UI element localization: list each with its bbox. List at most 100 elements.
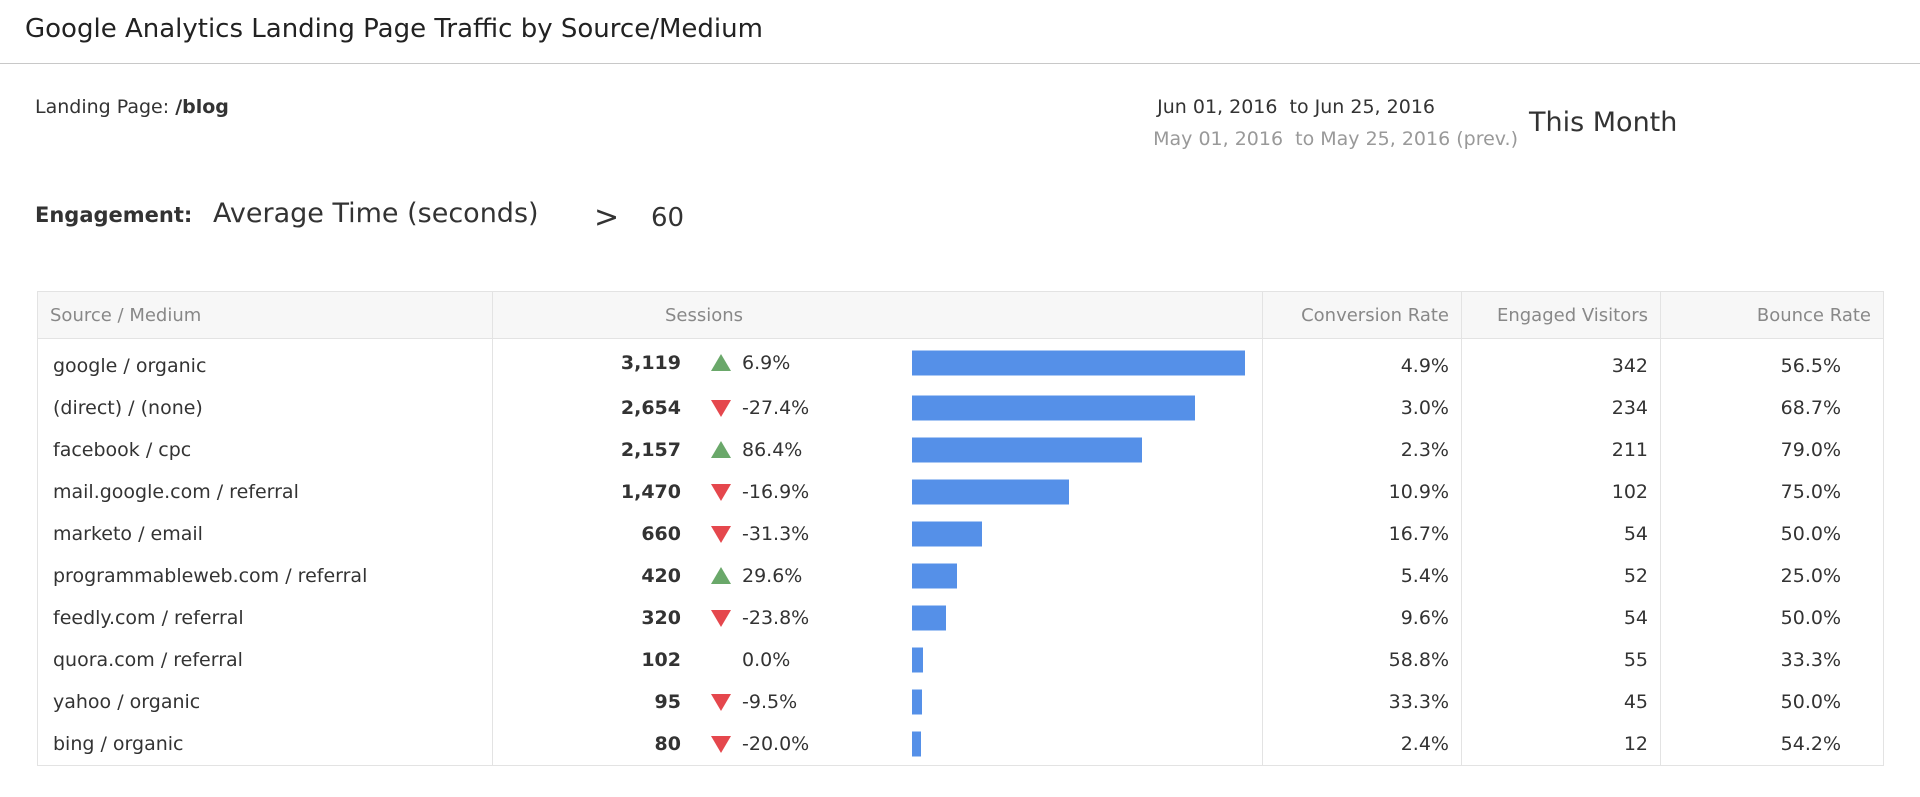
table-row: marketo / email 660 -31.3% 16.7% 54 50.0% xyxy=(37,513,1884,555)
conversion-rate-cell: 9.6% xyxy=(1262,597,1462,639)
trend-triangle xyxy=(711,567,731,584)
engaged-visitors-cell: 342 xyxy=(1461,338,1661,387)
source-cell: programmableweb.com / referral xyxy=(37,555,493,597)
source-cell: facebook / cpc xyxy=(37,429,493,471)
conversion-rate-cell: 5.4% xyxy=(1262,555,1462,597)
trend-down-icon xyxy=(711,526,731,543)
bounce-rate-cell: 50.0% xyxy=(1660,681,1884,723)
trend-triangle xyxy=(711,354,731,371)
trend-triangle xyxy=(711,610,731,627)
bounce-rate-cell: 54.2% xyxy=(1660,723,1884,766)
change-value: -23.8% xyxy=(742,607,810,629)
table-row: feedly.com / referral 320 -23.8% 9.6% 54 50.0… xyxy=(37,597,1884,639)
trend-triangle xyxy=(711,484,731,501)
table-row: programmableweb.com / referral 420 29.6% 5.… xyxy=(37,555,1884,597)
conversion-rate-cell: 33.3% xyxy=(1262,681,1462,723)
sessions-bar xyxy=(912,605,947,631)
trend-up-icon xyxy=(711,567,731,584)
bounce-rate-cell: 79.0% xyxy=(1660,429,1884,471)
source-cell: mail.google.com / referral xyxy=(37,471,493,513)
change-value: 6.9% xyxy=(742,352,791,374)
bounce-rate-cell: 75.0% xyxy=(1660,471,1884,513)
engagement-operator: > xyxy=(594,200,620,235)
table-row: yahoo / organic 95 -9.5% 33.3% 45 50.0% xyxy=(37,681,1884,723)
source-cell: (direct) / (none) xyxy=(37,387,493,429)
conversion-rate-cell: 2.3% xyxy=(1262,429,1462,471)
change-value: -31.3% xyxy=(742,523,810,545)
sessions-value: 3,119 xyxy=(620,352,681,374)
change-value: -20.0% xyxy=(742,733,810,755)
sessions-value: 95 xyxy=(654,691,681,713)
widget-title: Google Analytics Landing Page Traffic by… xyxy=(25,14,763,44)
bounce-rate-cell: 50.0% xyxy=(1660,513,1884,555)
engaged-visitors-cell: 45 xyxy=(1461,681,1661,723)
engaged-visitors-cell: 52 xyxy=(1461,555,1661,597)
source-cell: yahoo / organic xyxy=(37,681,493,723)
data-table: Source / Medium Sessions Conversion Rate En… xyxy=(37,291,1884,766)
change-value: 29.6% xyxy=(742,565,803,587)
trend-up-icon xyxy=(711,441,731,458)
column-header: Source / Medium xyxy=(37,291,493,339)
engagement-label: Engagement: xyxy=(35,203,193,227)
bounce-rate-cell: 56.5% xyxy=(1660,338,1884,387)
sessions-value: 80 xyxy=(654,733,681,755)
conversion-rate-cell: 3.0% xyxy=(1262,387,1462,429)
bounce-rate-cell: 25.0% xyxy=(1660,555,1884,597)
change-value: 0.0% xyxy=(742,649,791,671)
source-cell: google / organic xyxy=(37,338,493,387)
source-cell: feedly.com / referral xyxy=(37,597,493,639)
engaged-visitors-cell: 12 xyxy=(1461,723,1661,766)
trend-down-icon xyxy=(711,610,731,627)
trend-triangle xyxy=(711,400,731,417)
column-header: Engaged Visitors xyxy=(1461,291,1661,339)
table-row: quora.com / referral 102 0.0% 58.8% 55 33.3% xyxy=(37,639,1884,681)
table-row: google / organic 3,119 6.9% 4.9% 342 56.5% xyxy=(37,338,1884,387)
sessions-bar xyxy=(912,521,983,547)
conversion-rate-cell: 4.9% xyxy=(1262,338,1462,387)
filter-label: Landing Page: xyxy=(35,96,170,118)
sessions-cell: 660 -31.3% xyxy=(492,513,1263,555)
sessions-bar xyxy=(912,437,1143,463)
engaged-visitors-cell: 211 xyxy=(1461,429,1661,471)
engagement-metric: Average Time (seconds) xyxy=(213,198,539,229)
divider xyxy=(0,63,1920,64)
table-row: facebook / cpc 2,157 86.4% 2.3% 211 79.0% xyxy=(37,429,1884,471)
column-header: Bounce Rate xyxy=(1660,291,1884,339)
column-header: Conversion Rate xyxy=(1262,291,1462,339)
sessions-cell: 2,157 86.4% xyxy=(492,429,1263,471)
source-cell: quora.com / referral xyxy=(37,639,493,681)
sessions-value: 420 xyxy=(641,565,681,587)
trend-down-icon xyxy=(711,484,731,501)
conversion-rate-cell: 10.9% xyxy=(1262,471,1462,513)
engaged-visitors-cell: 54 xyxy=(1461,597,1661,639)
sessions-bar xyxy=(912,563,957,589)
engaged-visitors-cell: 234 xyxy=(1461,387,1661,429)
previous-range: May 01, 2016 to May 25, 2016 (prev.) xyxy=(1153,128,1518,150)
sessions-cell: 102 0.0% xyxy=(492,639,1263,681)
sessions-cell: 80 -20.0% xyxy=(492,723,1263,766)
column-header: Sessions xyxy=(492,291,1263,339)
period-label: This Month xyxy=(1529,107,1678,138)
sessions-value: 1,470 xyxy=(620,481,681,503)
engaged-visitors-cell: 102 xyxy=(1461,471,1661,513)
bounce-rate-cell: 33.3% xyxy=(1660,639,1884,681)
sessions-cell: 3,119 6.9% xyxy=(492,338,1263,387)
landing-page-filter: Landing Page: /blog xyxy=(35,96,229,118)
table-row: mail.google.com / referral 1,470 -16.9% 10.… xyxy=(37,471,1884,513)
trend-down-icon xyxy=(711,400,731,417)
sessions-bar xyxy=(912,689,923,715)
sessions-value: 102 xyxy=(641,649,681,671)
conversion-rate-cell: 2.4% xyxy=(1262,723,1462,766)
sessions-bar xyxy=(912,479,1069,505)
change-value: 86.4% xyxy=(742,439,803,461)
sessions-cell: 320 -23.8% xyxy=(492,597,1263,639)
sessions-cell: 95 -9.5% xyxy=(492,681,1263,723)
sessions-value: 660 xyxy=(641,523,681,545)
sessions-bar xyxy=(912,731,921,757)
current-range: Jun 01, 2016 to Jun 25, 2016 xyxy=(1157,96,1435,118)
sessions-value: 2,654 xyxy=(620,397,681,419)
bounce-rate-cell: 68.7% xyxy=(1660,387,1884,429)
trend-triangle xyxy=(711,526,731,543)
conversion-rate-cell: 16.7% xyxy=(1262,513,1462,555)
